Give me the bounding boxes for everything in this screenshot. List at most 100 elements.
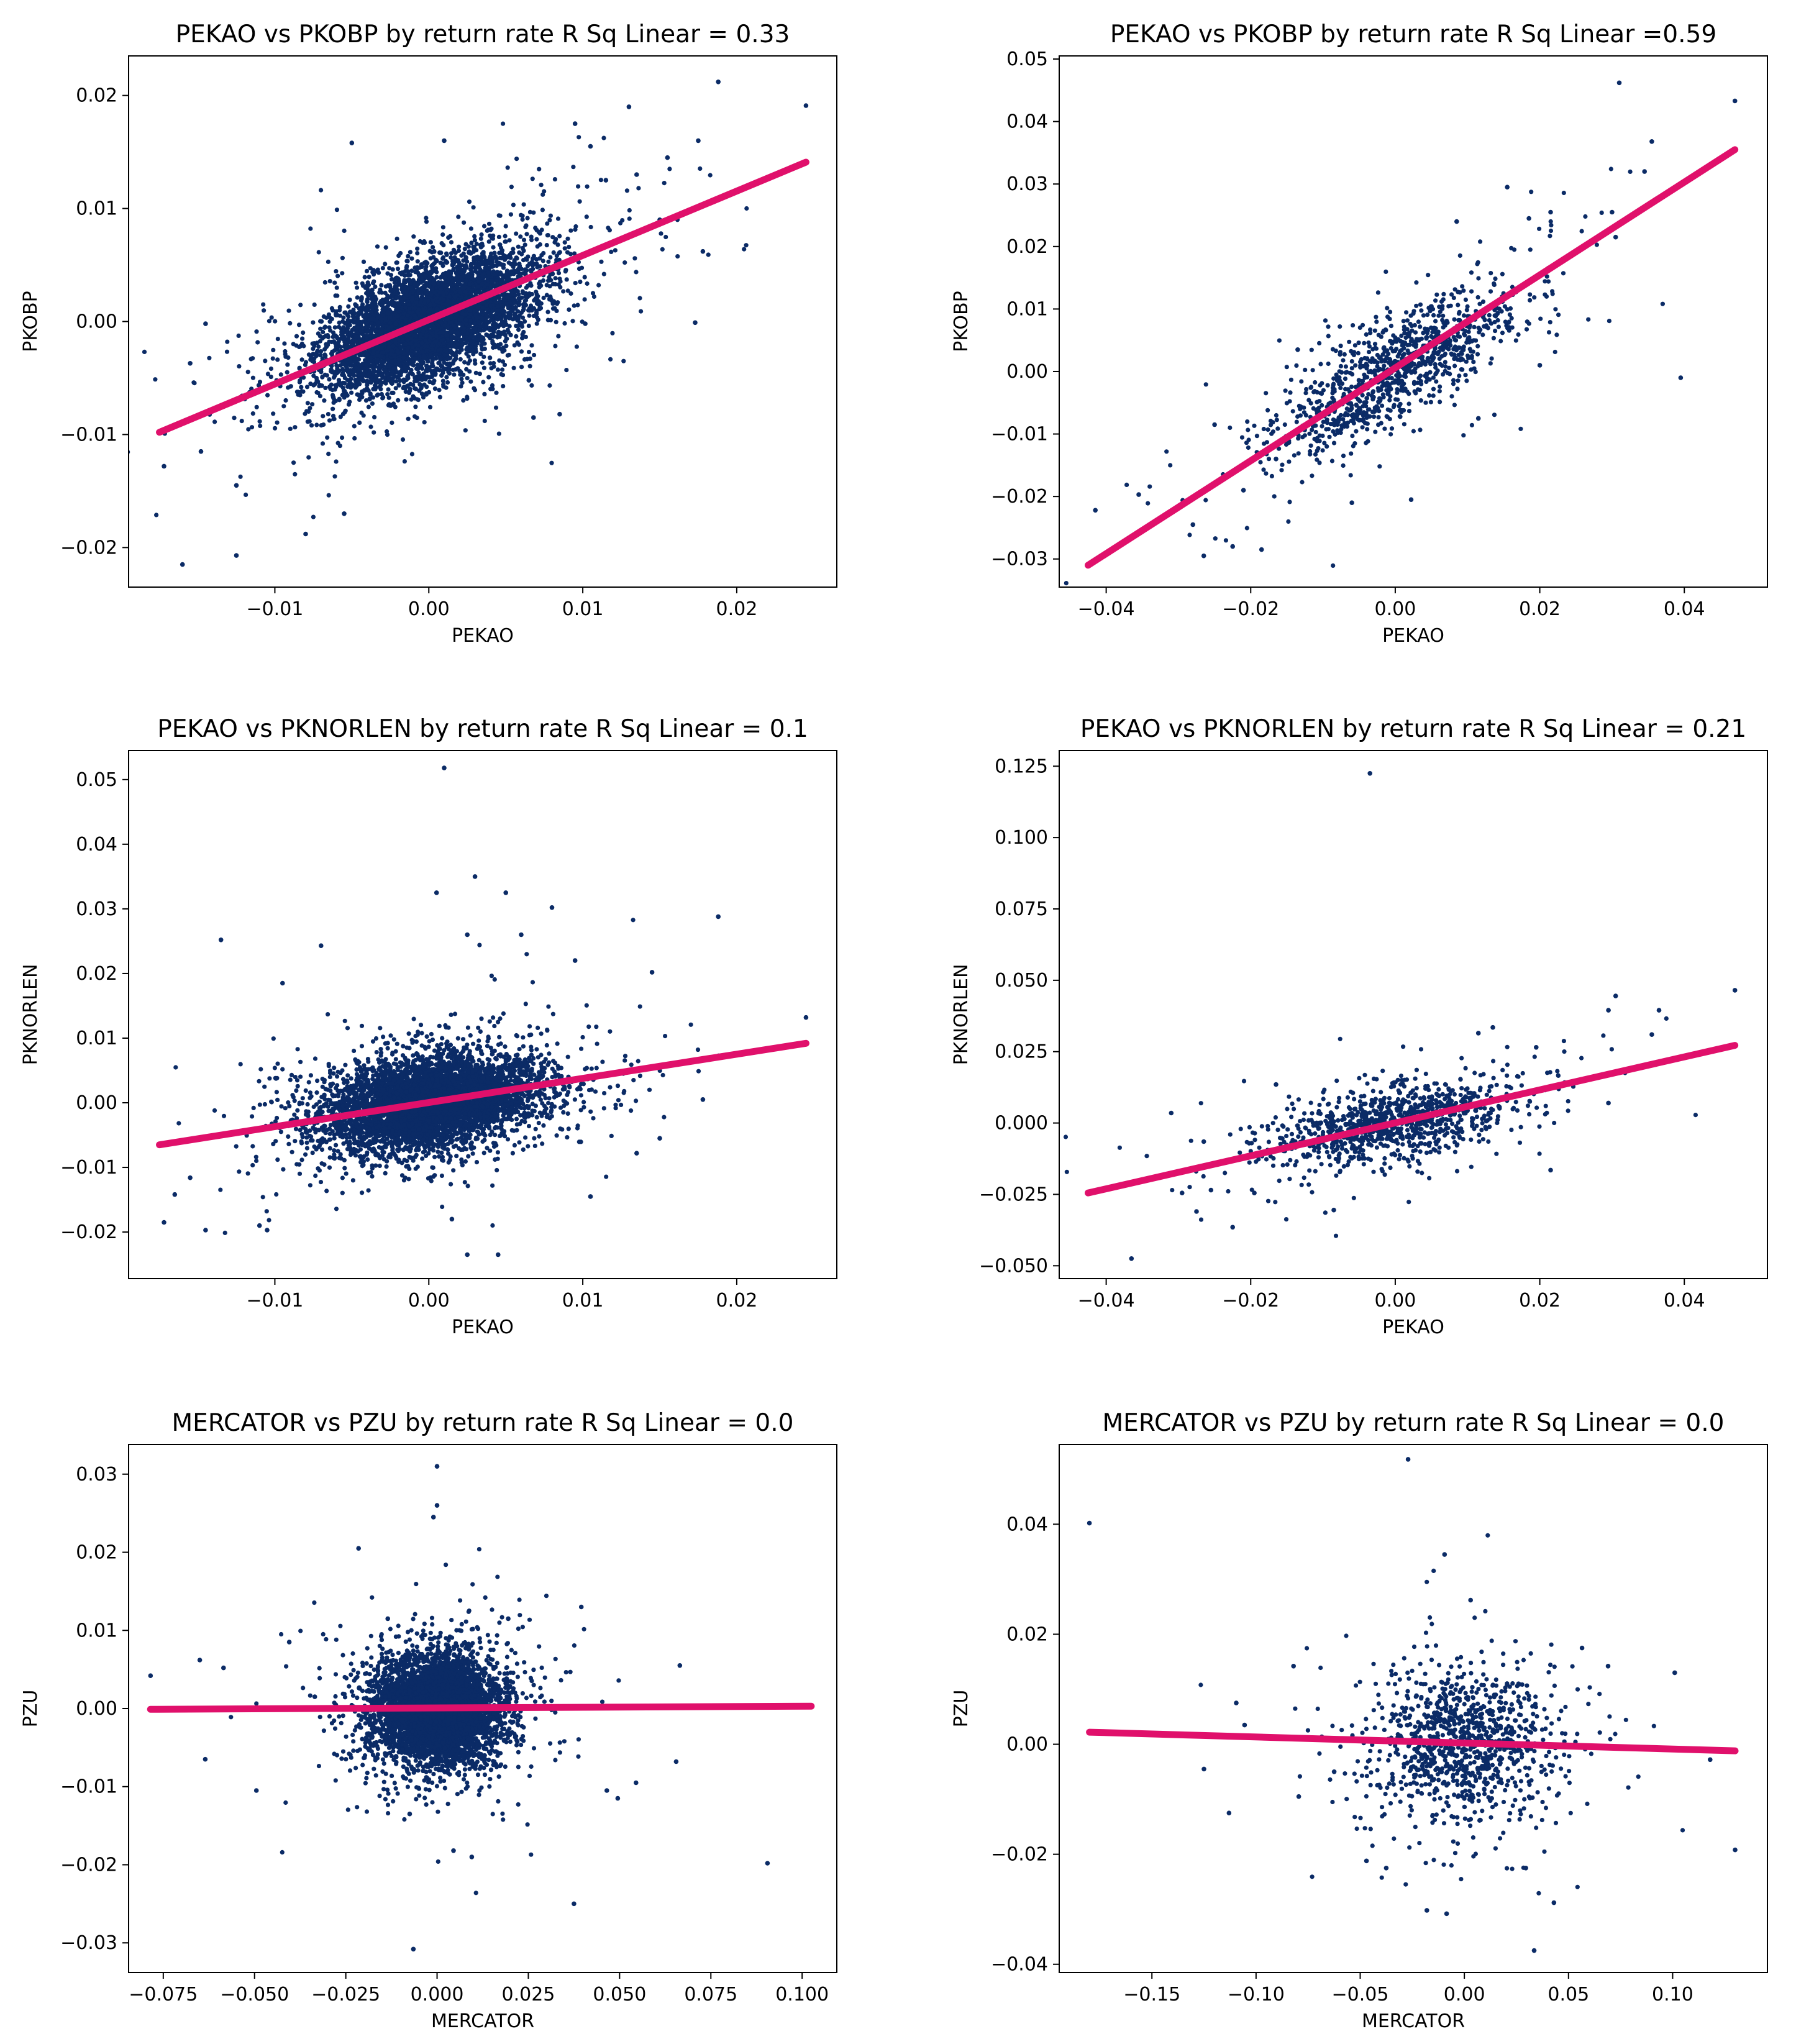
scatter-point (613, 248, 618, 253)
scatter-point (296, 322, 302, 327)
scatter-point (330, 406, 335, 411)
scatter-point (454, 335, 458, 340)
scatter-point (357, 381, 362, 386)
scatter-point (305, 401, 310, 406)
scatter-point (375, 267, 380, 272)
scatter-point (480, 339, 485, 344)
scatter-point (507, 238, 512, 243)
scatter-point (368, 380, 373, 385)
scatter-point (343, 310, 348, 315)
scatter-point (285, 370, 289, 375)
scatter-point (562, 240, 567, 245)
scatter-point (393, 277, 398, 282)
scatter-point (340, 271, 345, 276)
scatter-point (232, 416, 237, 421)
scatter-point (340, 319, 345, 324)
scatter-point (422, 382, 427, 387)
scatter-point (501, 345, 506, 350)
scatter-point (370, 324, 376, 329)
scatter-point (328, 328, 333, 333)
scatter-point (362, 275, 367, 280)
scatter-point (659, 231, 663, 236)
scatter-point (585, 184, 590, 189)
scatter-point (504, 322, 509, 327)
scatter-point (499, 331, 504, 335)
scatter-point (334, 269, 339, 274)
scatter-point (408, 250, 413, 255)
scatter-point (514, 324, 519, 329)
scatter-point (348, 330, 353, 335)
scatter-point (422, 420, 427, 425)
scatter-point (500, 319, 505, 324)
plot-area (129, 80, 809, 567)
scatter-point (482, 418, 487, 424)
scatter-point (421, 240, 426, 245)
scatter-point (444, 317, 450, 322)
scatter-point (550, 301, 555, 306)
scatter-point (459, 347, 464, 352)
scatter-point (529, 343, 534, 348)
scatter-point (368, 392, 373, 397)
scatter-point (413, 386, 419, 391)
scatter-point (408, 386, 413, 391)
scatter-point (498, 271, 503, 276)
scatter-point (591, 294, 597, 299)
scatter-point (660, 247, 665, 252)
scatter-point (377, 290, 382, 295)
scatter-point (539, 183, 544, 188)
scatter-point (575, 303, 580, 308)
scatter-point (482, 391, 487, 397)
scatter-point (442, 360, 447, 365)
scatter-point (359, 295, 364, 300)
scatter-point (333, 293, 338, 298)
scatter-point (319, 423, 324, 428)
scatter-point (620, 218, 625, 223)
scatter-point (352, 369, 357, 375)
scatter-point (440, 271, 446, 276)
scatter-point (244, 492, 248, 498)
scatter-point (273, 319, 278, 324)
scatter-point (555, 216, 561, 221)
scatter-point (422, 284, 427, 289)
scatter-point (409, 452, 415, 457)
scatter-point (481, 365, 487, 370)
scatter-point (495, 256, 499, 261)
scatter-point (627, 216, 632, 221)
scatter-point (449, 255, 454, 260)
scatter-point (324, 342, 329, 347)
scatter-point (534, 227, 539, 232)
scatter-point (447, 349, 453, 354)
scatter-point (427, 404, 433, 409)
scatter-point (375, 392, 380, 397)
scatter-point (493, 299, 498, 304)
scatter-point (314, 390, 319, 395)
scatter-point (471, 338, 476, 344)
scatter-point (478, 256, 483, 261)
scatter-point (433, 352, 438, 357)
scatter-point (361, 259, 367, 264)
scatter-point (484, 303, 489, 308)
scatter-point (481, 251, 486, 257)
scatter-point (474, 241, 479, 247)
scatter-point (527, 313, 532, 318)
scatter-point (357, 420, 362, 426)
scatter-point (452, 372, 457, 377)
scatter-point (506, 260, 511, 265)
scatter-point (360, 319, 365, 324)
scatter-point (336, 378, 342, 383)
scatter-point (509, 250, 514, 255)
scatter-point (415, 251, 420, 256)
scatter-point (326, 493, 331, 498)
scatter-point (394, 236, 399, 241)
scatter-point (411, 234, 416, 239)
scatter-point (452, 294, 458, 299)
scatter-point (401, 355, 406, 360)
scatter-point (478, 236, 483, 241)
scatter-point (548, 317, 554, 322)
scatter-point (503, 224, 508, 229)
scatter-point (523, 303, 529, 308)
scatter-point (547, 296, 552, 301)
scatter-point (501, 384, 506, 389)
scatter-point (553, 344, 558, 349)
scatter-point (568, 228, 573, 233)
